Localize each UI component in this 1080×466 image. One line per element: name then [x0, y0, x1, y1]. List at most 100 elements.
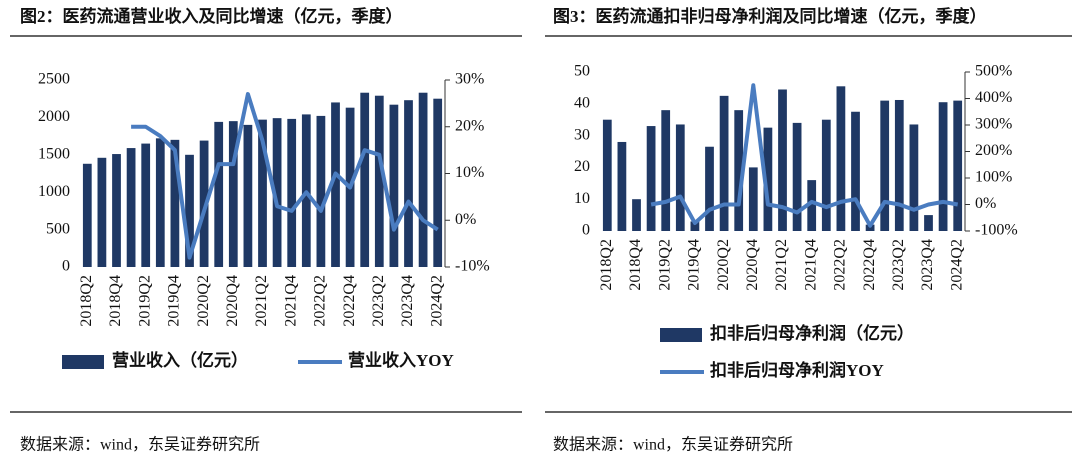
line: [131, 92, 439, 260]
bar: [141, 143, 151, 267]
bar: [719, 95, 729, 231]
legend-label: 扣非后归母净利润YOY: [710, 360, 884, 380]
bar: [433, 98, 443, 267]
y-tick-label: 0: [582, 222, 590, 239]
bar: [258, 119, 267, 267]
y2-tick-label: 30%: [455, 71, 484, 88]
y2-tick-label: -10%: [455, 258, 490, 275]
bar: [228, 121, 238, 267]
x-tick-label: 2018Q4: [627, 239, 644, 291]
x-tick-label: 2023Q4: [399, 275, 416, 327]
x-tick-label: 2024Q2: [428, 275, 445, 327]
bar: [404, 100, 413, 267]
legend-label: 扣非后归母净利润（亿元）: [710, 323, 914, 343]
bar: [778, 89, 787, 232]
x-tick-label: 2018Q2: [598, 239, 615, 291]
x-tick-label: 2018Q2: [78, 275, 95, 327]
y-tick-label: 1000: [38, 183, 70, 200]
bar: [865, 224, 875, 231]
bar: [112, 154, 121, 267]
bar: [646, 126, 656, 231]
y-tick-label: 40: [574, 94, 590, 111]
x-tick-label: 2022Q2: [312, 275, 329, 327]
bar: [734, 110, 744, 231]
bar: [938, 102, 948, 232]
x-tick-label: 2021Q4: [802, 239, 819, 291]
y2-tick-label: 200%: [975, 142, 1012, 159]
x-tick-label: 2022Q2: [832, 239, 849, 291]
y-tick-label: 2500: [38, 71, 70, 88]
x-tick-label: 2021Q2: [253, 275, 270, 327]
y-tick-label: 10: [574, 190, 590, 207]
x-tick-label: 2023Q2: [370, 275, 387, 327]
bar: [924, 215, 933, 231]
bar: [617, 141, 627, 231]
bar: [374, 95, 384, 267]
y2-tick-label: 10%: [455, 164, 484, 181]
bar: [705, 146, 714, 231]
bar: [602, 119, 612, 231]
bar: [632, 199, 641, 231]
x-tick-label: 2021Q4: [282, 275, 299, 327]
bar: [836, 86, 846, 231]
bar: [909, 124, 919, 231]
bar: [792, 122, 802, 231]
bar: [243, 124, 253, 267]
bar: [690, 221, 700, 231]
bar: [763, 127, 773, 231]
bar: [851, 111, 860, 231]
y-tick-label: 30: [574, 126, 590, 143]
x-tick-label: 2020Q4: [744, 239, 761, 291]
y-tick-label: 20: [574, 158, 590, 175]
x-tick-label: 2019Q4: [166, 275, 183, 327]
source: 数据来源：wind，东吴证券研究所: [20, 436, 260, 454]
chart-title: 图2：医药流通营业收入及同比增速（亿元，季度）: [20, 6, 403, 26]
bar: [199, 140, 209, 267]
y2-tick-label: 0%: [455, 211, 476, 228]
bar: [748, 167, 758, 231]
x-tick-label: 2024Q2: [948, 239, 965, 291]
bar: [155, 138, 165, 267]
y2-tick-label: 0%: [975, 195, 996, 212]
bar: [675, 124, 685, 231]
x-tick-label: 2023Q4: [919, 239, 936, 291]
bar: [389, 104, 399, 268]
bar: [287, 118, 297, 267]
x-tick-label: 2018Q4: [107, 275, 124, 327]
bar: [170, 139, 180, 267]
bar: [272, 118, 282, 267]
bar: [661, 110, 671, 231]
x-tick-label: 2022Q4: [341, 275, 358, 327]
bar: [880, 100, 890, 232]
bar: [82, 163, 92, 267]
y2-tick-label: 500%: [975, 63, 1012, 80]
bar: [953, 100, 963, 232]
bar: [331, 102, 340, 267]
bar: [360, 92, 370, 267]
bar: [894, 99, 904, 231]
y-tick-label: 0: [62, 258, 70, 275]
legend-swatch: [62, 355, 104, 369]
legend-label: 营业收入YOY: [348, 350, 454, 370]
x-tick-label: 2020Q2: [715, 239, 732, 291]
x-tick-label: 2022Q4: [861, 239, 878, 291]
x-tick-label: 2020Q2: [195, 275, 212, 327]
bar: [126, 148, 136, 267]
y2-tick-label: 20%: [455, 117, 484, 134]
legend-swatch: [660, 328, 702, 342]
y-tick-label: 50: [574, 63, 590, 80]
bar: [821, 119, 831, 231]
line: [650, 83, 959, 228]
chart-title: 图3：医药流通扣非归母净利润及同比增速（亿元，季度）: [553, 6, 987, 26]
x-tick-label: 2019Q2: [136, 275, 153, 327]
source: 数据来源：wind，东吴证券研究所: [553, 436, 793, 454]
x-tick-label: 2023Q2: [890, 239, 907, 291]
y-tick-label: 2000: [38, 108, 70, 125]
y2-tick-label: 300%: [975, 116, 1012, 133]
y2-tick-label: -100%: [975, 222, 1018, 239]
bar: [807, 180, 817, 231]
bar: [97, 157, 107, 267]
x-tick-label: 2019Q4: [686, 239, 703, 291]
x-tick-label: 2020Q4: [224, 275, 241, 327]
